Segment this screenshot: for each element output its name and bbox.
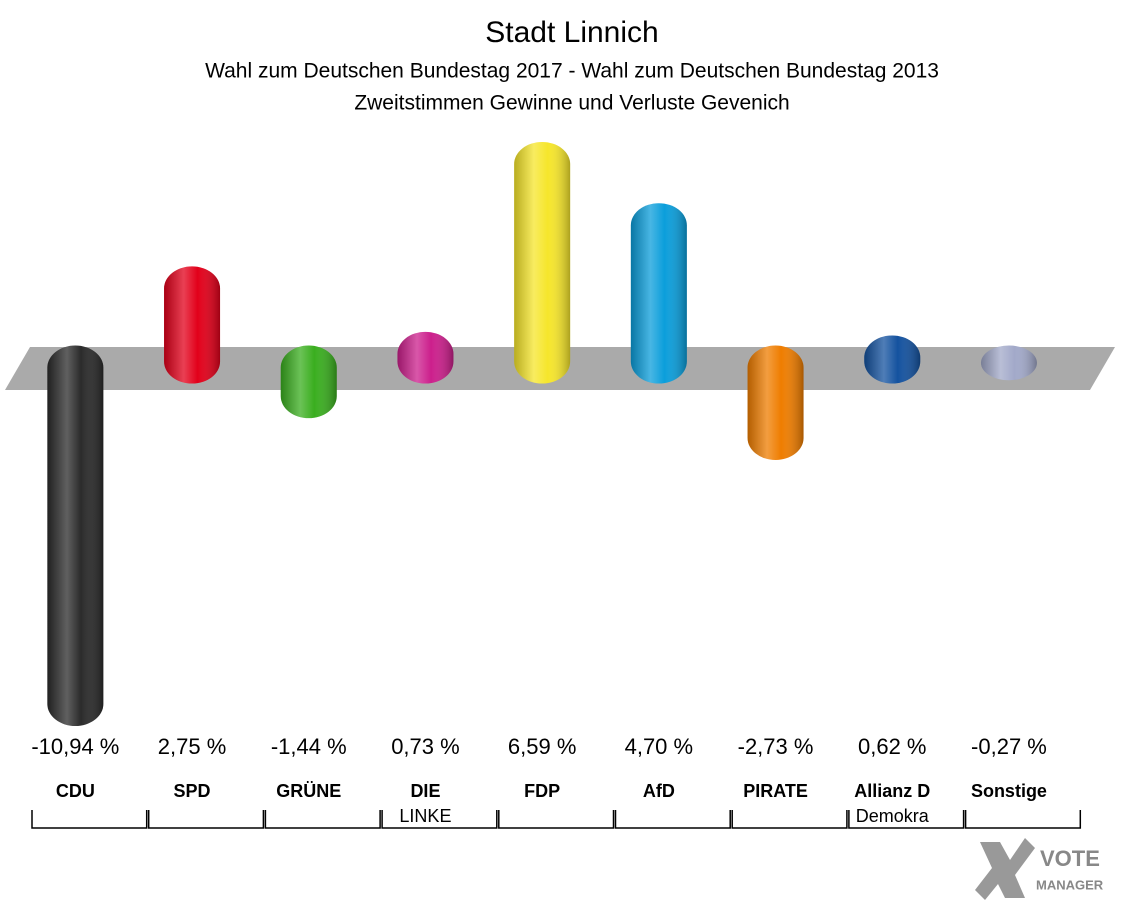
category-bracket: [731, 810, 848, 829]
category-bracket: [381, 810, 498, 829]
value-label: -2,73 %: [738, 734, 814, 759]
value-label: 6,59 %: [508, 734, 577, 759]
x-tick-label: Allianz D: [854, 781, 930, 801]
category-bracket: [964, 810, 1082, 829]
x-tick-label: Sonstige: [971, 781, 1047, 801]
x-tick-label: PIRATE: [743, 781, 808, 801]
category-bracket: [264, 810, 381, 829]
category-bracket: [31, 810, 148, 829]
bar-shade: [47, 345, 104, 726]
category-bracket: [848, 810, 965, 829]
bar-shade: [980, 345, 1037, 381]
bar-shade: [397, 331, 454, 384]
category-bracket: [498, 810, 615, 829]
x-tick-label: LINKE: [399, 806, 451, 826]
bar-shade: [747, 345, 804, 460]
logo-icon: [975, 838, 1035, 900]
bar-shade: [164, 266, 221, 384]
x-tick-label: Demokra: [856, 806, 930, 826]
x-tick-label: FDP: [524, 781, 560, 801]
value-label: 0,73 %: [391, 734, 460, 759]
bar-shade: [630, 203, 687, 384]
logo: VOTE MANAGER: [975, 838, 1104, 900]
value-label: -0,27 %: [971, 734, 1047, 759]
chart-subtitle: Wahl zum Deutschen Bundestag 2017 - Wahl…: [205, 60, 939, 83]
logo-text: VOTE: [1040, 846, 1100, 871]
value-label: 0,62 %: [858, 734, 927, 759]
value-label: -10,94 %: [31, 734, 119, 759]
category-bracket: [147, 810, 265, 829]
category-bracket: [614, 810, 731, 829]
x-tick-label: SPD: [174, 781, 211, 801]
value-label: 4,70 %: [625, 734, 694, 759]
bar-shade: [864, 335, 921, 384]
x-tick-label: CDU: [56, 781, 95, 801]
x-tick-label: GRÜNE: [276, 781, 341, 801]
value-label: -1,44 %: [271, 734, 347, 759]
value-label: 2,75 %: [158, 734, 227, 759]
logo-text: MANAGER: [1036, 877, 1104, 892]
x-tick-label: DIE: [410, 781, 440, 801]
chart-title: Stadt Linnich: [485, 16, 658, 49]
x-tick-label: AfD: [643, 781, 675, 801]
bar-shade: [514, 142, 571, 384]
chart-subtitle: Zweitstimmen Gewinne und Verluste Geveni…: [354, 92, 789, 115]
bar-shade: [280, 345, 337, 419]
